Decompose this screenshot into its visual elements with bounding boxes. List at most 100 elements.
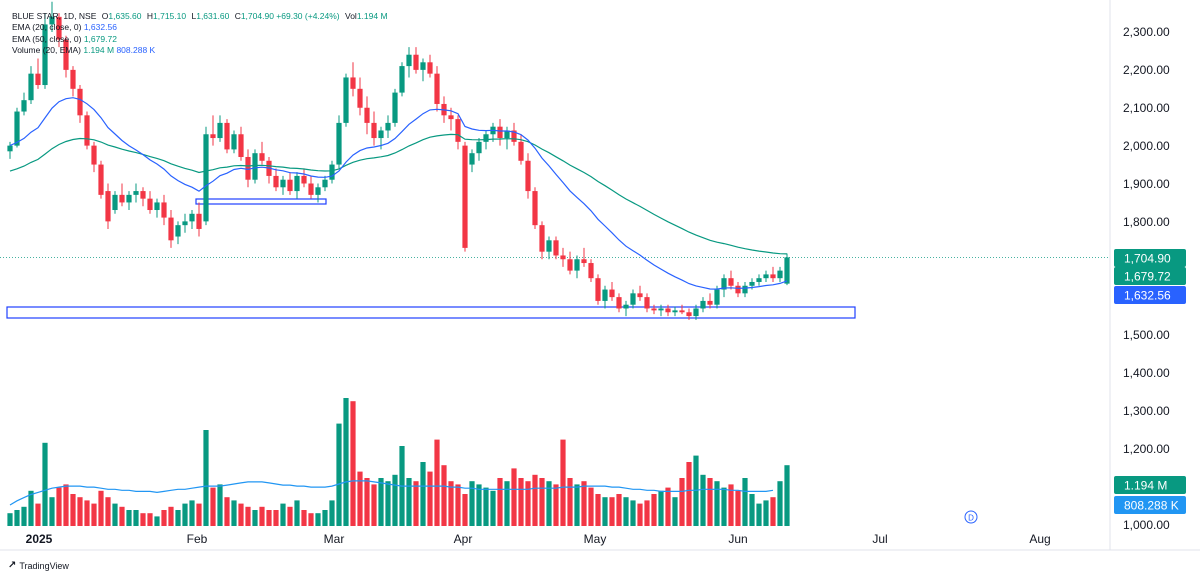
candle-body bbox=[168, 217, 174, 241]
volume-bar bbox=[553, 484, 559, 526]
candle-body bbox=[693, 308, 699, 317]
volume-bar bbox=[679, 478, 685, 526]
time-axis-label: Jul bbox=[872, 532, 887, 546]
candle-body bbox=[189, 213, 195, 222]
candle-body bbox=[602, 289, 608, 301]
legend-volume-label: Volume (20, EMA) bbox=[12, 44, 81, 55]
time-axis-label: Feb bbox=[187, 532, 208, 546]
last-volume-badge: 1.194 M bbox=[1124, 479, 1167, 493]
candle-body bbox=[203, 134, 209, 222]
candle-body bbox=[196, 213, 202, 229]
time-axis-label: May bbox=[584, 532, 607, 546]
price-tick-label: 1,400.00 bbox=[1123, 366, 1170, 380]
candle-body bbox=[770, 274, 776, 279]
candle-body bbox=[462, 145, 468, 248]
volume-bar bbox=[322, 510, 328, 526]
legend-open: 1,635.60 bbox=[108, 11, 142, 21]
legend-volume-ema-value: 808.288 K bbox=[116, 44, 156, 55]
ema20-line[interactable] bbox=[9, 97, 788, 290]
volume-bar bbox=[112, 503, 118, 526]
candle-body bbox=[560, 255, 566, 260]
candle-body bbox=[665, 308, 671, 313]
volume-bar bbox=[210, 487, 216, 526]
candle-body bbox=[245, 156, 251, 180]
volume-bar bbox=[280, 503, 286, 526]
candle-body bbox=[735, 285, 741, 294]
legend-ema20-label: EMA (20, close, 0) bbox=[12, 22, 82, 33]
volume-bar bbox=[427, 471, 433, 526]
support-zone-feb[interactable] bbox=[195, 198, 327, 205]
volume-bar bbox=[546, 481, 552, 526]
volume-bar bbox=[49, 497, 55, 526]
candle-body bbox=[273, 175, 279, 188]
time-axis-label: Apr bbox=[454, 532, 473, 546]
candle-body bbox=[413, 54, 419, 70]
volume-bar bbox=[126, 510, 132, 526]
last-ema50-badge-bg bbox=[1114, 267, 1186, 285]
tradingview-logo[interactable]: ↗ TradingView bbox=[8, 560, 69, 571]
volume-bar bbox=[476, 484, 482, 526]
candle-body bbox=[476, 141, 482, 154]
candle-body bbox=[280, 179, 286, 188]
legend-ema20-row[interactable]: EMA (20, close, 0) 1,632.56 bbox=[12, 22, 388, 33]
candle-body bbox=[721, 278, 727, 290]
candle-body bbox=[378, 130, 384, 139]
volume-bar bbox=[84, 500, 90, 526]
legend-ema50-row[interactable]: EMA (50, close, 0) 1,679.72 bbox=[12, 34, 388, 45]
candle-body bbox=[756, 278, 762, 282]
volume-bar bbox=[665, 487, 671, 526]
ema50-line[interactable] bbox=[9, 133, 788, 255]
candle-body bbox=[77, 88, 83, 116]
volume-bar bbox=[441, 465, 447, 526]
time-axis-label: 2025 bbox=[26, 532, 53, 546]
volume-bar bbox=[357, 471, 363, 526]
volume-bar bbox=[623, 497, 629, 526]
candle-body bbox=[224, 122, 230, 150]
candle-body bbox=[469, 153, 475, 165]
candle-body bbox=[686, 312, 692, 317]
candle-body bbox=[133, 191, 139, 195]
dividend-event-icon[interactable] bbox=[964, 510, 978, 524]
candle-body bbox=[392, 92, 398, 123]
candle-body bbox=[546, 240, 552, 252]
volume-bar bbox=[70, 494, 76, 526]
volume-bar bbox=[364, 478, 370, 526]
candle-body bbox=[301, 175, 307, 184]
candle-body bbox=[497, 126, 503, 139]
candle-body bbox=[252, 153, 258, 180]
volume-bar bbox=[273, 510, 279, 526]
volume-bar bbox=[777, 481, 783, 526]
candle-body bbox=[259, 153, 265, 161]
volume-bar bbox=[203, 430, 209, 526]
volume-bar bbox=[189, 500, 195, 526]
candle-body bbox=[651, 308, 657, 311]
volume-bar bbox=[161, 510, 167, 526]
volume-bar bbox=[196, 503, 202, 526]
candle-body bbox=[518, 141, 524, 161]
volume-bar bbox=[483, 487, 489, 526]
candle-body bbox=[91, 145, 97, 165]
volume-bar bbox=[413, 481, 419, 526]
legend-volume-row[interactable]: Volume (20, EMA) 1.194 M 808.288 K bbox=[12, 45, 388, 56]
volume-bar bbox=[119, 506, 125, 526]
support-zone-may[interactable] bbox=[6, 306, 856, 319]
candle-body bbox=[210, 134, 216, 139]
price-tick-label: 1,800.00 bbox=[1123, 215, 1170, 229]
volume-bar bbox=[581, 481, 587, 526]
volume-bar bbox=[371, 484, 377, 526]
volume-bar bbox=[98, 490, 104, 526]
candle-body bbox=[511, 130, 517, 142]
last-close-badge-bg bbox=[1114, 249, 1186, 267]
candle-body bbox=[427, 62, 433, 74]
volume-bar bbox=[329, 500, 335, 526]
volume-bar bbox=[770, 497, 776, 526]
candle-body bbox=[630, 293, 636, 305]
volume-bar bbox=[21, 506, 27, 526]
candle-body bbox=[581, 259, 587, 264]
volume-bar bbox=[7, 513, 13, 526]
volume-bar bbox=[42, 442, 48, 526]
volume-bar bbox=[742, 478, 748, 526]
candle-body bbox=[350, 77, 356, 89]
legend-vol-label: Vol bbox=[345, 11, 357, 21]
